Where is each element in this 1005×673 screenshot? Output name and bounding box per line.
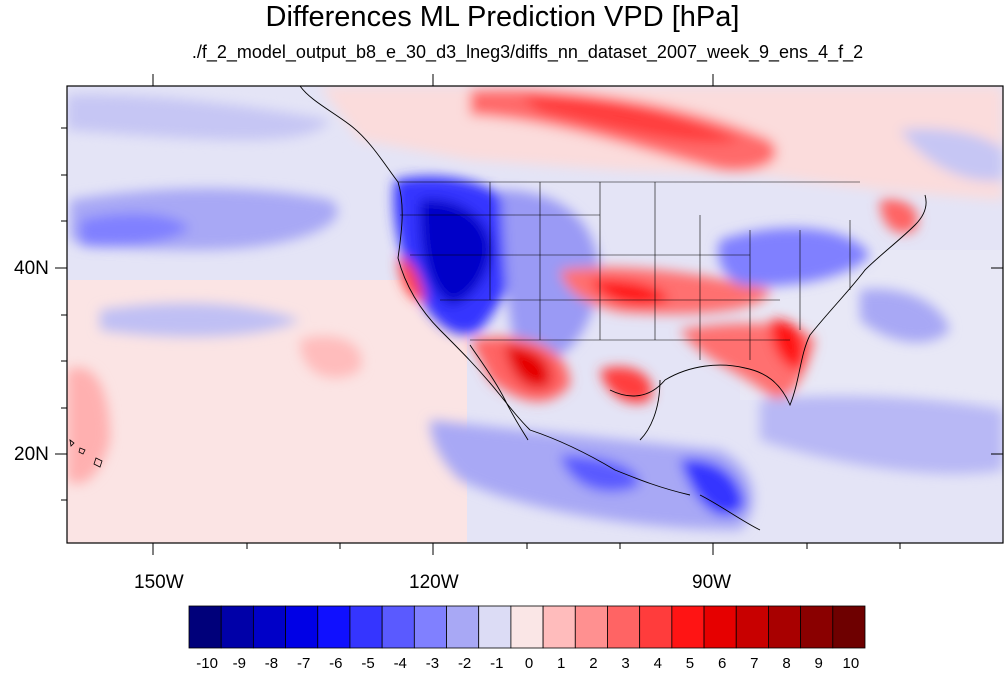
field-rockies-blue xyxy=(500,190,600,362)
colorbar-swatch xyxy=(510,605,544,649)
coastlines xyxy=(299,86,927,531)
map-title: Differences ML Prediction VPD [hPa] xyxy=(265,1,740,33)
field-texas-red xyxy=(600,366,652,404)
field-pacific-blue-core xyxy=(80,213,190,247)
colorbar-swatch xyxy=(478,605,512,649)
colorbar-label: -5 xyxy=(361,655,375,672)
colorbar-label: 8 xyxy=(782,655,791,672)
x-tick-150w: 150W xyxy=(134,572,184,593)
colorbar-label: 2 xyxy=(589,655,598,672)
colorbar-label: 6 xyxy=(717,655,727,672)
colorbar-swatch xyxy=(768,605,802,649)
colorbar-swatch xyxy=(285,605,319,649)
colorbar-label: -10 xyxy=(196,655,218,672)
colorbar-swatch xyxy=(800,605,834,649)
field-midwest-blue xyxy=(718,228,870,287)
colorbar-swatch xyxy=(832,605,866,649)
state-borders xyxy=(398,181,860,360)
map-subtitle: ./f_2_model_output_b8_e_30_d3_lneg3/diff… xyxy=(191,42,864,62)
field-canada-red-core xyxy=(520,95,740,143)
field-mexico-blue-core xyxy=(560,455,640,492)
colorbar-swatch xyxy=(607,605,641,649)
colorbar-label: 10 xyxy=(842,655,860,672)
field-california-red xyxy=(398,257,425,301)
colorbar-label: -9 xyxy=(232,655,246,672)
field-hawaii-pink xyxy=(67,367,110,484)
field-central-america-blue xyxy=(680,459,745,516)
colorbar-label: -6 xyxy=(329,655,343,672)
axis-ticks xyxy=(55,74,1003,555)
colorbar-label: -8 xyxy=(264,655,279,672)
hawaii-outline xyxy=(69,439,103,468)
field-southwest-red-core xyxy=(505,345,551,389)
contour-field xyxy=(67,86,1003,543)
colorbar-swatch xyxy=(220,605,254,649)
field-north-pacific xyxy=(67,94,330,140)
colorbar-label: 4 xyxy=(653,655,662,672)
colorbar-swatch xyxy=(188,605,222,649)
x-tick-90w: 90W xyxy=(692,572,732,593)
colorbar-label: -7 xyxy=(296,655,311,672)
field-georgia-red xyxy=(770,319,805,370)
colorbar-label: 1 xyxy=(557,655,566,672)
colorbar-swatch xyxy=(252,605,286,649)
field-caribbean-blue xyxy=(760,395,1003,474)
colorbar-swatch xyxy=(703,605,737,649)
colorbar-swatch xyxy=(349,605,383,649)
y-tick-20n: 20N xyxy=(14,444,49,465)
colorbar-swatch xyxy=(542,605,576,649)
x-tick-120w: 120W xyxy=(409,572,459,593)
colorbar-label: 0 xyxy=(524,655,534,672)
colorbar-label: 7 xyxy=(750,655,759,672)
y-tick-40n: 40N xyxy=(14,258,49,279)
field-pacific-pink xyxy=(300,336,362,378)
colorbar xyxy=(188,605,866,649)
colorbar-label: 3 xyxy=(621,655,630,672)
field-plains-red-core xyxy=(590,279,670,305)
field-pacific-blue-mid xyxy=(100,303,300,337)
colorbar-label: 9 xyxy=(814,655,823,672)
field-atlantic-blue xyxy=(860,289,950,343)
colorbar-swatch xyxy=(574,605,608,649)
colorbar-swatch xyxy=(446,605,480,649)
colorbar-label: -3 xyxy=(425,655,440,672)
field-west-us-deep xyxy=(419,199,492,305)
colorbar-swatch xyxy=(639,605,673,649)
colorbar-label: -2 xyxy=(457,655,472,672)
field-northeast-red xyxy=(880,199,918,234)
colorbar-swatch xyxy=(317,605,351,649)
colorbar-swatch xyxy=(381,605,415,649)
colorbar-label: -1 xyxy=(490,655,504,672)
colorbar-label: -4 xyxy=(393,655,407,672)
field-north-atlantic xyxy=(900,128,1003,181)
field-plains-red xyxy=(560,267,770,314)
colorbar-swatch xyxy=(413,605,447,649)
colorbar-label: 5 xyxy=(685,655,695,672)
colorbar-swatch xyxy=(735,605,769,649)
colorbar-swatch xyxy=(671,605,705,649)
